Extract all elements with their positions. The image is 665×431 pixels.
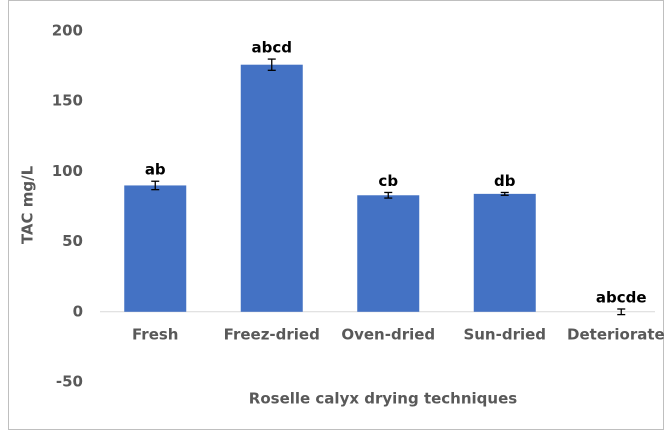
y-tick-label: 50 [62,232,83,250]
x-tick-label: Oven-dried [341,326,435,344]
error-bar [151,180,160,191]
y-tick-label: 200 [52,22,83,40]
error-bar [384,191,393,199]
bar [124,185,187,312]
annotation: abcde [596,288,647,306]
x-tick-label: Freez-dried [224,326,320,344]
y-tick-label: 0 [73,302,83,320]
x-tick-label: Fresh [132,326,178,344]
error-bar [617,308,626,316]
annotation: db [494,172,516,190]
y-tick-label: 150 [52,92,83,110]
y-tick-label: -50 [56,373,83,391]
y-tick-label: 100 [52,162,83,180]
annotation: ab [145,161,166,179]
y-axis-title: TAC mg/L [19,165,37,244]
error-bar [500,191,509,196]
annotation: cb [378,172,398,190]
bar [240,64,303,312]
x-axis-title: Roselle calyx drying techniques [249,390,517,408]
x-tick-label: Deteriorated [567,326,665,344]
error-bar [267,58,276,71]
annotation: abcd [252,39,293,57]
x-tick-label: Sun-dried [463,326,546,344]
bar [473,193,536,312]
bar [357,195,420,312]
chart-frame [8,0,664,430]
